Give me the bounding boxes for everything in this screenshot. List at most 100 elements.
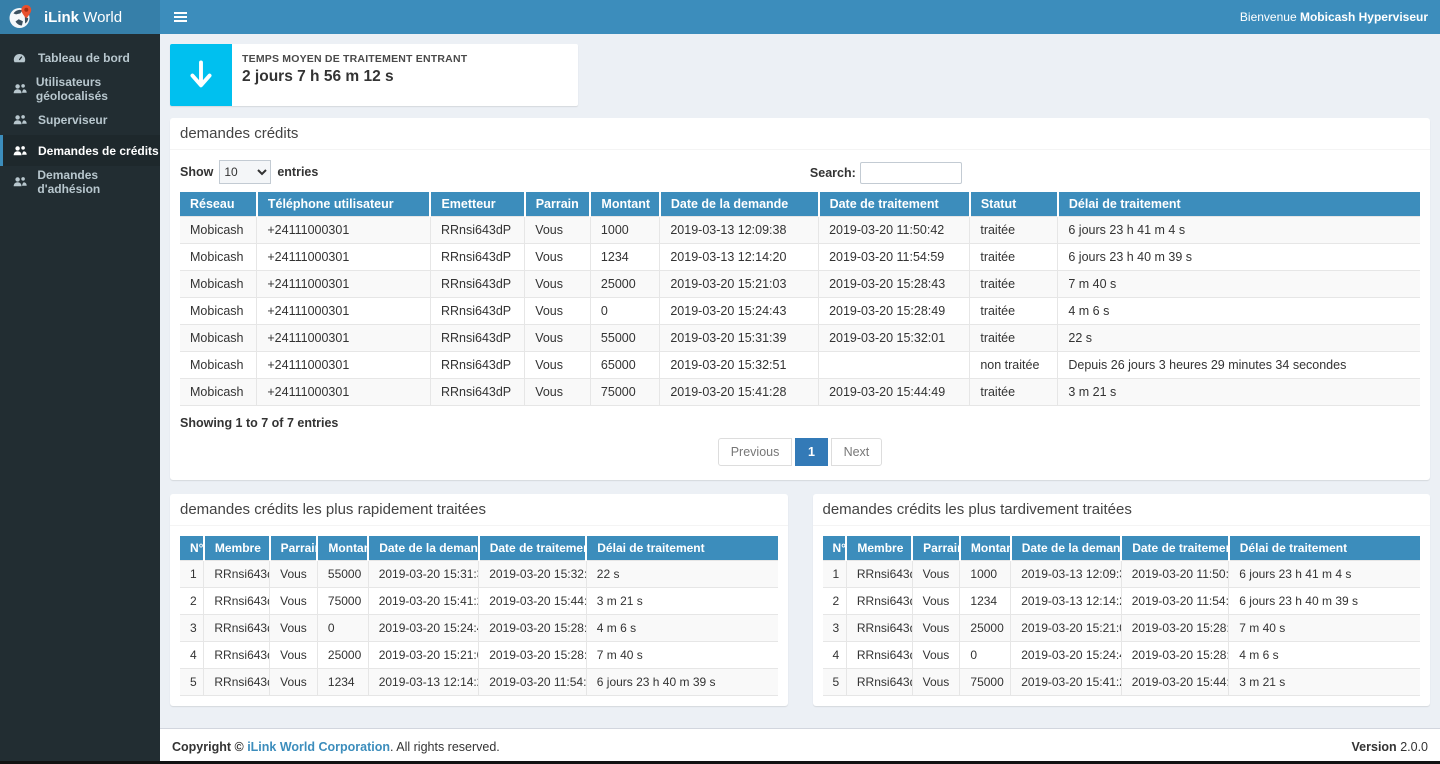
- sidebar: iLink World Tableau de bordUtilisateurs …: [0, 0, 160, 764]
- sidebar-item-dashboard[interactable]: Tableau de bord: [0, 42, 160, 73]
- table-cell: RRnsi643dP: [430, 244, 524, 271]
- arrow-down-icon: [170, 44, 232, 106]
- table-cell: Vous: [525, 217, 591, 244]
- column-header: Membre: [846, 536, 912, 561]
- table-cell: 2019-03-13 12:14:20: [1011, 588, 1122, 615]
- footer: Copyright © iLink World Corporation. All…: [160, 728, 1440, 764]
- table-row: Mobicash+24111000301RRnsi643dPVous250002…: [180, 271, 1420, 298]
- show-label: Show: [180, 165, 213, 179]
- table-cell: RRnsi643dP: [204, 561, 270, 588]
- sidebar-item-label: Superviseur: [38, 113, 107, 127]
- table-header-row: N°MembreParrainMontantDate de la demande…: [180, 536, 778, 561]
- table-cell: 2019-03-20 15:28:49: [819, 298, 970, 325]
- table-cell: Vous: [525, 352, 591, 379]
- table-cell: 7 m 40 s: [1229, 615, 1420, 642]
- table-cell: Mobicash: [180, 244, 257, 271]
- table-cell: 55000: [317, 561, 368, 588]
- previous-page-button[interactable]: Previous: [718, 438, 793, 466]
- table-cell: 4: [180, 642, 204, 669]
- latest-credits-panel: demandes crédits les plus tardivement tr…: [813, 494, 1431, 706]
- table-cell: 1000: [960, 561, 1011, 588]
- table-cell: 2019-03-20 15:41:28: [1011, 669, 1122, 696]
- table-cell: 6 jours 23 h 40 m 39 s: [1058, 244, 1420, 271]
- table-summary: Showing 1 to 7 of 7 entries: [180, 416, 1420, 430]
- table-cell: +24111000301: [257, 298, 431, 325]
- table-cell: 5: [823, 669, 847, 696]
- stat-card-avg-processing-time: TEMPS MOYEN DE TRAITEMENT ENTRANT 2 jour…: [170, 44, 578, 106]
- table-row: 4RRnsi643dPVous250002019-03-20 15:21:032…: [180, 642, 778, 669]
- column-header[interactable]: Date de traitement: [819, 192, 970, 217]
- table-cell: 2019-03-20 15:44:49: [1121, 669, 1229, 696]
- column-header[interactable]: Emetteur: [430, 192, 524, 217]
- table-cell: 75000: [590, 379, 659, 406]
- fastest-credits-panel: demandes crédits les plus rapidement tra…: [170, 494, 788, 706]
- table-cell: traitée: [970, 217, 1058, 244]
- column-header: N°: [823, 536, 847, 561]
- credits-table: RéseauTéléphone utilisateurEmetteurParra…: [180, 192, 1420, 406]
- column-header[interactable]: Délai de traitement: [1058, 192, 1420, 217]
- credits-panel: demandes crédits Show 10 entries Search:…: [170, 118, 1430, 480]
- column-header[interactable]: Date de la demande: [660, 192, 819, 217]
- sidebar-item-label: Demandes d'adhésion: [37, 168, 160, 196]
- hamburger-menu-icon[interactable]: [160, 0, 200, 34]
- column-header: Délai de traitement: [586, 536, 777, 561]
- table-cell: +24111000301: [257, 352, 431, 379]
- table-row: 4RRnsi643dPVous02019-03-20 15:24:432019-…: [823, 642, 1421, 669]
- table-cell: 6 jours 23 h 40 m 39 s: [586, 669, 777, 696]
- table-cell: Vous: [270, 588, 318, 615]
- table-row: Mobicash+24111000301RRnsi643dPVous100020…: [180, 217, 1420, 244]
- column-header: Membre: [204, 536, 270, 561]
- table-cell: 25000: [317, 642, 368, 669]
- table-cell: 2019-03-13 12:14:20: [368, 669, 479, 696]
- table-cell: 2: [823, 588, 847, 615]
- sidebar-item-superviseur[interactable]: Superviseur: [0, 104, 160, 135]
- table-row: Mobicash+24111000301RRnsi643dPVous750002…: [180, 379, 1420, 406]
- column-header: Date de traitement: [1121, 536, 1229, 561]
- sidebar-item-demandes-adhesion[interactable]: Demandes d'adhésion: [0, 166, 160, 197]
- table-cell: 2019-03-20 15:32:01: [819, 325, 970, 352]
- table-cell: RRnsi643dP: [204, 669, 270, 696]
- page-1-button[interactable]: 1: [795, 438, 828, 466]
- table-row: 2RRnsi643dPVous12342019-03-13 12:14:2020…: [823, 588, 1421, 615]
- welcome-text[interactable]: Bienvenue Mobicash Hyperviseur: [1240, 10, 1440, 24]
- fastest-panel-body: N°MembreParrainMontantDate de la demande…: [170, 526, 788, 706]
- table-cell: 3: [180, 615, 204, 642]
- column-header[interactable]: Parrain: [525, 192, 591, 217]
- table-cell: 2019-03-20 15:41:28: [660, 379, 819, 406]
- table-cell: +24111000301: [257, 217, 431, 244]
- table-cell: RRnsi643dP: [430, 298, 524, 325]
- table-cell: 1234: [590, 244, 659, 271]
- users-icon: [13, 83, 29, 95]
- table-cell: +24111000301: [257, 379, 431, 406]
- table-cell: 1234: [960, 588, 1011, 615]
- table-row: 3RRnsi643dPVous02019-03-20 15:24:432019-…: [180, 615, 778, 642]
- sidebar-nav: Tableau de bordUtilisateurs géolocalisés…: [0, 34, 160, 197]
- next-page-button[interactable]: Next: [831, 438, 883, 466]
- page-size-select[interactable]: 10: [219, 160, 271, 184]
- table-cell: 2019-03-13 12:09:38: [1011, 561, 1122, 588]
- table-cell: 2019-03-20 15:28:49: [1121, 642, 1229, 669]
- table-cell: RRnsi643dP: [846, 561, 912, 588]
- table-cell: 2019-03-20 11:54:59: [1121, 588, 1229, 615]
- table-cell: Vous: [525, 325, 591, 352]
- column-header[interactable]: Montant: [590, 192, 659, 217]
- table-cell: +24111000301: [257, 271, 431, 298]
- table-row: 1RRnsi643dPVous10002019-03-13 12:09:3820…: [823, 561, 1421, 588]
- table-cell: Vous: [525, 271, 591, 298]
- company-link[interactable]: iLink World Corporation: [247, 740, 390, 754]
- column-header[interactable]: Téléphone utilisateur: [257, 192, 431, 217]
- column-header: Délai de traitement: [1229, 536, 1420, 561]
- table-cell: Depuis 26 jours 3 heures 29 minutes 34 s…: [1058, 352, 1420, 379]
- column-header[interactable]: Statut: [970, 192, 1058, 217]
- logo[interactable]: iLink World: [0, 0, 160, 34]
- column-header[interactable]: Réseau: [180, 192, 257, 217]
- table-cell: 2019-03-20 15:41:28: [368, 588, 479, 615]
- sidebar-item-users-geolocated[interactable]: Utilisateurs géolocalisés: [0, 73, 160, 104]
- table-cell: 22 s: [586, 561, 777, 588]
- table-cell: Vous: [912, 615, 960, 642]
- table-cell: RRnsi643dP: [430, 379, 524, 406]
- search-input[interactable]: [860, 162, 962, 184]
- sidebar-item-demandes-credits[interactable]: Demandes de crédits: [0, 135, 160, 166]
- table-cell: RRnsi643dP: [846, 588, 912, 615]
- column-header: Montant: [317, 536, 368, 561]
